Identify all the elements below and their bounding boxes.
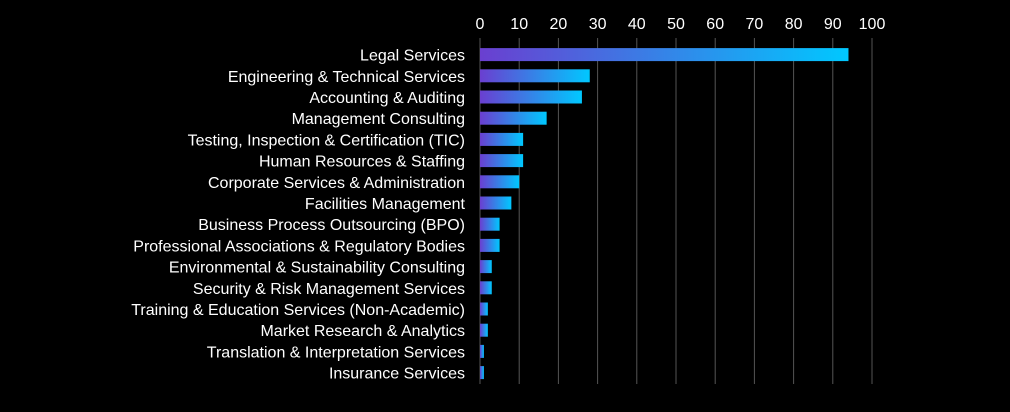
bar <box>480 238 500 252</box>
category-label: Engineering & Technical Services <box>228 69 465 86</box>
bar <box>480 302 488 316</box>
bar <box>480 90 582 104</box>
category-label: Security & Risk Management Services <box>193 281 465 298</box>
category-label: Market Research & Analytics <box>260 323 465 340</box>
bar <box>480 132 524 146</box>
category-labels: Legal Services Engineering & Technical Se… <box>131 48 465 383</box>
bars <box>480 48 849 380</box>
bar <box>480 154 524 168</box>
x-tick-label: 90 <box>824 16 842 33</box>
x-tick-label: 10 <box>510 16 528 33</box>
category-label: Translation & Interpretation Services <box>207 344 465 361</box>
category-label: Corporate Services & Administration <box>208 175 465 192</box>
bar <box>480 217 500 231</box>
category-label: Testing, Inspection & Certification (TIC… <box>188 132 465 149</box>
x-tick-label: 60 <box>706 16 724 33</box>
bar <box>480 323 488 337</box>
category-label: Human Resources & Staffing <box>259 154 465 171</box>
category-label: Legal Services <box>360 48 465 65</box>
bar <box>480 196 512 210</box>
bar <box>480 366 484 380</box>
category-label: Professional Associations & Regulatory B… <box>133 238 465 255</box>
x-tick-label: 70 <box>746 16 764 33</box>
x-tick-label: 40 <box>628 16 646 33</box>
x-tick-label: 50 <box>667 16 685 33</box>
category-label: Insurance Services <box>329 366 465 383</box>
grid-lines <box>479 38 873 384</box>
bar <box>480 260 492 274</box>
bar <box>480 69 590 83</box>
category-label: Management Consulting <box>292 111 465 128</box>
x-tick-label: 20 <box>550 16 568 33</box>
x-tick-label: 0 <box>476 16 485 33</box>
x-axis-ticks: 0 10 20 30 40 50 60 70 80 90 100 <box>476 16 886 33</box>
x-tick-label: 80 <box>785 16 803 33</box>
bar <box>480 175 520 189</box>
bar <box>480 344 484 358</box>
x-tick-label: 100 <box>859 16 886 33</box>
bar <box>480 48 849 62</box>
category-label: Business Process Outsourcing (BPO) <box>198 217 465 234</box>
bar <box>480 281 492 295</box>
category-label: Environmental & Sustainability Consultin… <box>169 260 465 277</box>
category-label: Facilities Management <box>305 196 466 213</box>
x-tick-label: 30 <box>589 16 607 33</box>
category-label: Accounting & Auditing <box>309 90 465 107</box>
category-label: Training & Education Services (Non-Acade… <box>131 302 465 319</box>
bar <box>480 111 547 125</box>
